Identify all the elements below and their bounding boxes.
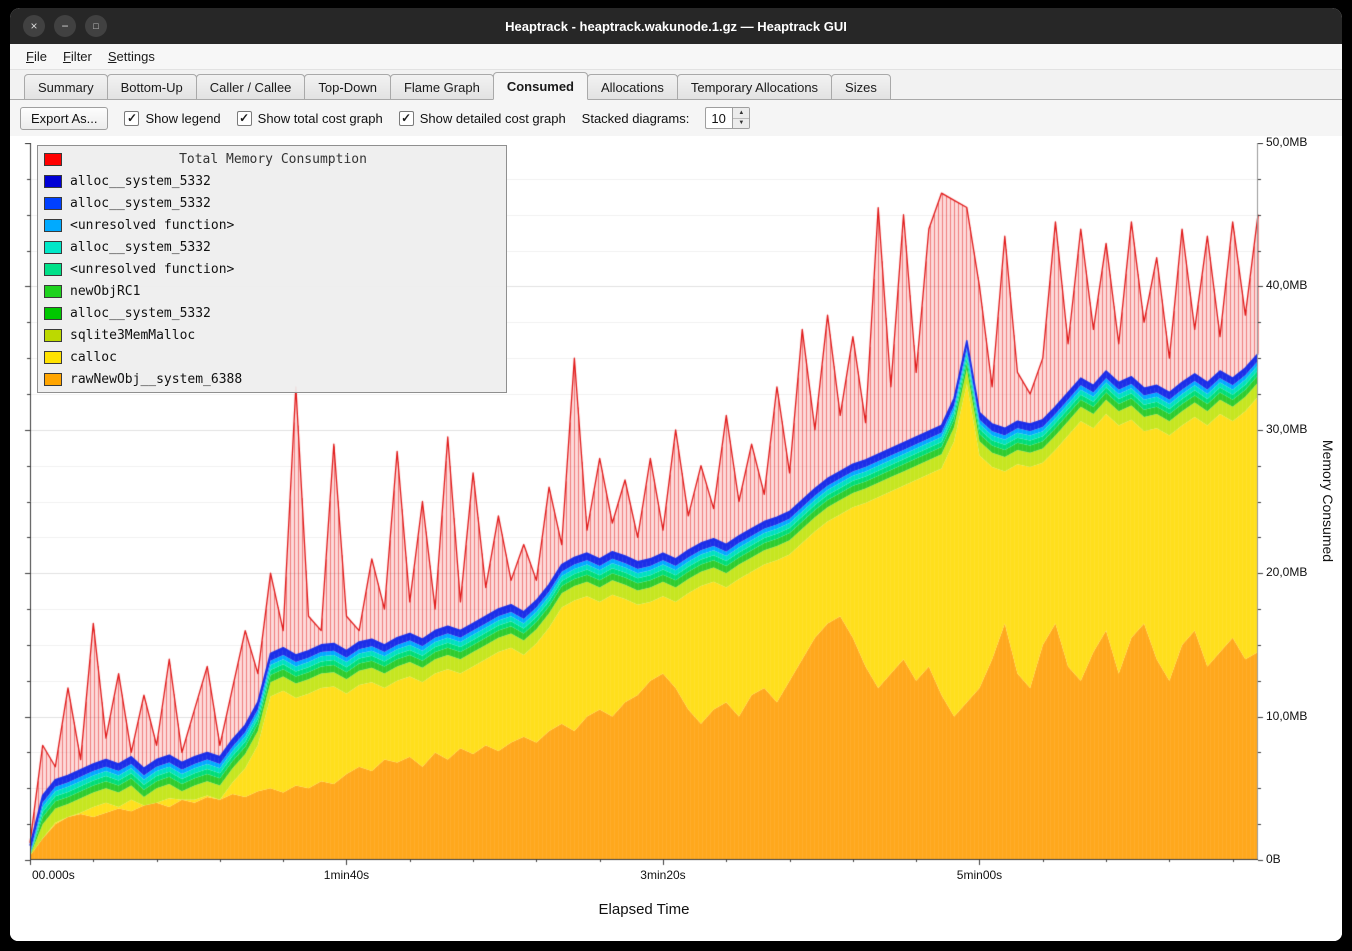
tab-caller-callee[interactable]: Caller / Callee <box>195 74 306 99</box>
close-icon: × <box>30 19 38 33</box>
y-axis-tick-label: 50,0MB <box>1266 135 1308 149</box>
chevron-up-icon: ▲ <box>738 109 745 116</box>
legend-item: newObjRC1 <box>38 280 506 302</box>
tab-sizes[interactable]: Sizes <box>831 74 891 99</box>
tab-temporary-allocations[interactable]: Temporary Allocations <box>676 74 833 99</box>
menu-settings[interactable]: Settings <box>107 49 155 64</box>
spinner-down-button[interactable]: ▼ <box>733 118 750 128</box>
legend-item: <unresolved function> <box>38 258 506 280</box>
menu-filter[interactable]: Filter <box>62 49 92 64</box>
legend-item: alloc__system_5332 <box>38 236 506 258</box>
legend-item: alloc__system_5332 <box>38 170 506 192</box>
legend-color-swatch <box>44 284 62 298</box>
y-axis-tick-label: 0B <box>1266 852 1281 866</box>
tab-consumed[interactable]: Consumed <box>492 72 588 100</box>
menu-file[interactable]: File <box>26 49 47 64</box>
y-axis-title: Memory Consumed <box>1320 439 1336 563</box>
legend-item: rawNewObj__system_6388 <box>38 368 506 390</box>
minimize-icon: − <box>61 19 69 33</box>
legend-item: sqlite3MemMalloc <box>38 324 506 346</box>
minimize-button[interactable]: − <box>54 15 76 37</box>
show-total-cost-graph-label: Show total cost graph <box>257 110 383 126</box>
chart-region: Total Memory Consumption alloc__system_53… <box>10 135 1342 941</box>
legend-color-swatch <box>44 328 62 342</box>
legend-label: sqlite3MemMalloc <box>70 327 196 343</box>
legend-title-row: Total Memory Consumption <box>38 148 506 170</box>
show-legend-label: Show legend <box>145 110 221 126</box>
legend-label: <unresolved function> <box>70 261 235 277</box>
checkbox-show-legend[interactable]: ✓ Show legend <box>124 110 221 126</box>
checkbox-checked-icon: ✓ <box>398 110 414 126</box>
spinner-buttons: ▲ ▼ <box>732 108 750 128</box>
legend-label: <unresolved function> <box>70 217 235 233</box>
y-axis-tick-label: 20,0MB <box>1266 565 1308 580</box>
window-controls: × − □ <box>23 8 107 44</box>
checkbox-checked-icon: ✓ <box>124 110 140 126</box>
legend-item: calloc <box>38 346 506 368</box>
legend-label: alloc__system_5332 <box>70 195 211 211</box>
legend-label: alloc__system_5332 <box>70 173 211 189</box>
x-axis-tick-label: 00.000s <box>32 868 75 882</box>
x-axis-title: Elapsed Time <box>598 901 690 918</box>
x-axis-tick-label: 1min40s <box>323 868 370 882</box>
chevron-down-icon: ▼ <box>738 120 745 127</box>
legend-color-swatch <box>44 306 62 320</box>
legend-label: rawNewObj__system_6388 <box>70 371 243 387</box>
spinner-value[interactable]: 10 <box>711 110 726 126</box>
show-detailed-cost-graph-label: Show detailed cost graph <box>419 110 566 126</box>
menu-bar: File Filter Settings <box>10 44 1342 70</box>
title-bar: × − □ Heaptrack - heaptrack.wakunode.1.g… <box>10 8 1342 44</box>
y-axis-tick-label: 10,0MB <box>1266 708 1308 723</box>
legend-label: calloc <box>70 349 117 365</box>
tab-bottom-up[interactable]: Bottom-Up <box>106 74 197 99</box>
y-axis-tick-label: 40,0MB <box>1266 278 1308 293</box>
checkbox-show-detailed-cost-graph[interactable]: ✓ Show detailed cost graph <box>398 110 566 126</box>
legend-color-swatch <box>44 174 62 188</box>
legend-color-swatch <box>44 350 62 364</box>
legend-item: alloc__system_5332 <box>38 192 506 214</box>
legend-label: newObjRC1 <box>70 283 141 299</box>
tab-flame-graph[interactable]: Flame Graph <box>389 74 494 99</box>
tab-bar: Summary Bottom-Up Caller / Callee Top-Down F… <box>10 70 1342 100</box>
stacked-diagrams-label: Stacked diagrams: <box>581 110 690 126</box>
window-title: Heaptrack - heaptrack.wakunode.1.gz — He… <box>505 18 847 34</box>
chart-legend: Total Memory Consumption alloc__system_53… <box>37 145 507 393</box>
maximize-button[interactable]: □ <box>85 15 107 37</box>
close-button[interactable]: × <box>23 15 45 37</box>
maximize-icon: □ <box>93 20 99 31</box>
toolbar-checkboxes: ✓ Show legend ✓ Show total cost graph ✓ Show … <box>124 110 566 126</box>
tab-summary[interactable]: Summary <box>24 74 108 99</box>
spinner-up-button[interactable]: ▲ <box>733 108 750 119</box>
legend-label: alloc__system_5332 <box>70 305 211 321</box>
checkbox-checked-icon: ✓ <box>236 110 252 126</box>
legend-item: <unresolved function> <box>38 214 506 236</box>
legend-item: alloc__system_5332 <box>38 302 506 324</box>
export-as-button[interactable]: Export As... <box>20 106 109 130</box>
heaptrack-window: × − □ Heaptrack - heaptrack.wakunode.1.g… <box>10 8 1342 941</box>
legend-label: Total Memory Consumption <box>179 151 367 167</box>
legend-label: alloc__system_5332 <box>70 239 211 255</box>
tab-top-down[interactable]: Top-Down <box>304 74 391 99</box>
legend-color-swatch <box>44 262 62 276</box>
x-axis-tick-label: 5min00s <box>956 868 1003 882</box>
legend-color-swatch <box>44 240 62 254</box>
legend-color-swatch <box>44 372 62 386</box>
legend-color-swatch <box>44 196 62 210</box>
y-axis-tick-label: 30,0MB <box>1266 421 1308 436</box>
checkbox-show-total-cost-graph[interactable]: ✓ Show total cost graph <box>236 110 383 126</box>
legend-color-swatch <box>44 218 62 232</box>
x-axis-tick-label: 3min20s <box>640 868 686 882</box>
stacked-diagrams-spinner[interactable]: 10 ▲ ▼ <box>705 107 751 129</box>
tab-allocations[interactable]: Allocations <box>587 74 678 99</box>
legend-color-swatch <box>44 152 62 166</box>
toolbar: Export As... ✓ Show legend ✓ Show total cos… <box>10 100 1342 136</box>
